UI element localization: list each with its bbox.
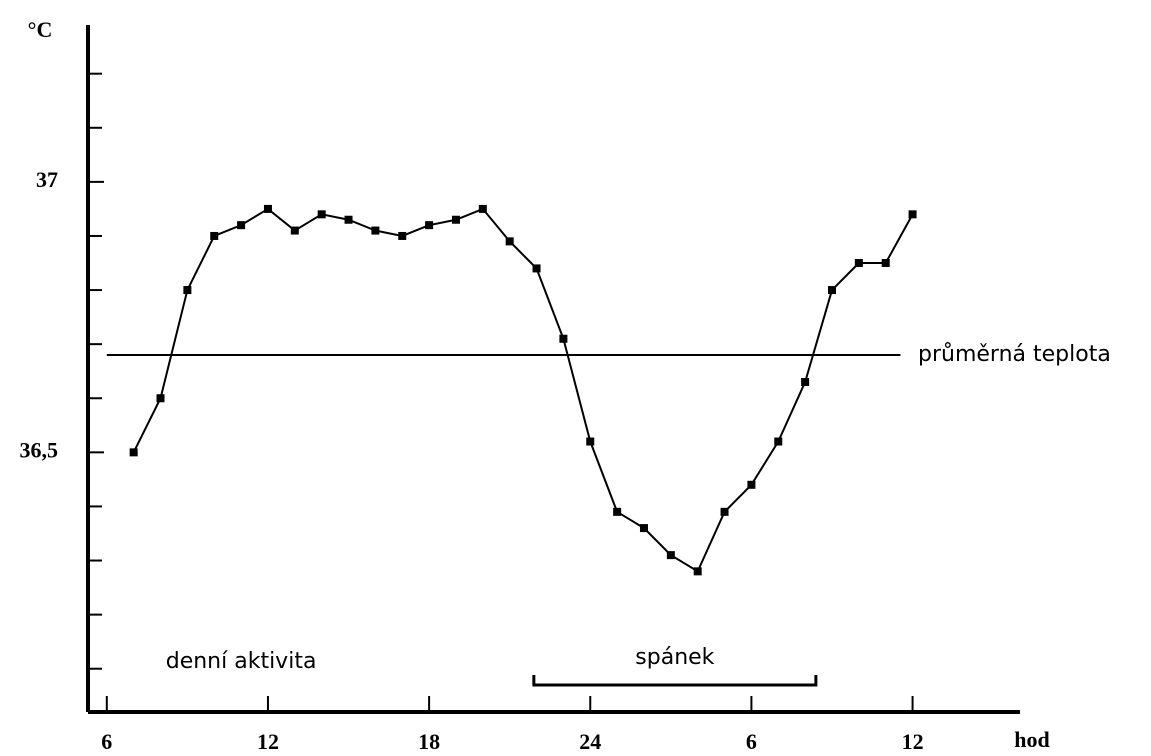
marker: [720, 507, 729, 516]
marker: [478, 204, 487, 213]
marker: [263, 204, 272, 213]
marker: [693, 567, 702, 576]
marker: [801, 378, 810, 387]
marker: [183, 286, 192, 295]
annotation: spánek: [635, 645, 714, 670]
reference-label: průměrná teplota: [918, 342, 1111, 367]
marker: [532, 264, 541, 273]
marker: [505, 237, 514, 246]
marker: [827, 286, 836, 295]
annotation: denní aktivita: [166, 649, 317, 674]
marker: [881, 259, 890, 268]
line: [132, 207, 914, 573]
marker: [908, 210, 917, 219]
x-tick-label: 6: [746, 729, 757, 754]
marker: [129, 448, 138, 457]
x-tick-label: 6: [101, 729, 112, 754]
marker: [344, 215, 353, 224]
x-tick-label: 18: [418, 729, 440, 754]
x-axis-label: hod: [1014, 727, 1049, 752]
marker: [451, 215, 460, 224]
marker: [317, 210, 326, 219]
marker: [237, 221, 246, 230]
marker: [425, 221, 434, 230]
marker: [639, 524, 648, 533]
y-tick-label: 37: [36, 167, 58, 192]
marker: [371, 226, 380, 235]
marker: [613, 507, 622, 516]
x-tick-label: 24: [579, 729, 601, 754]
marker: [774, 437, 783, 446]
x-tick-label: 12: [902, 729, 924, 754]
marker: [398, 231, 407, 240]
marker: [747, 480, 756, 489]
marker: [290, 226, 299, 235]
y-axis-label: °C: [28, 17, 53, 42]
marker: [666, 551, 675, 560]
x-tick-label: 12: [257, 729, 279, 754]
marker: [156, 394, 165, 403]
bracket: [532, 675, 818, 687]
marker: [854, 259, 863, 268]
marker: [586, 437, 595, 446]
y-tick-label: 36,5: [20, 437, 59, 462]
marker: [210, 231, 219, 240]
marker: [559, 334, 568, 343]
